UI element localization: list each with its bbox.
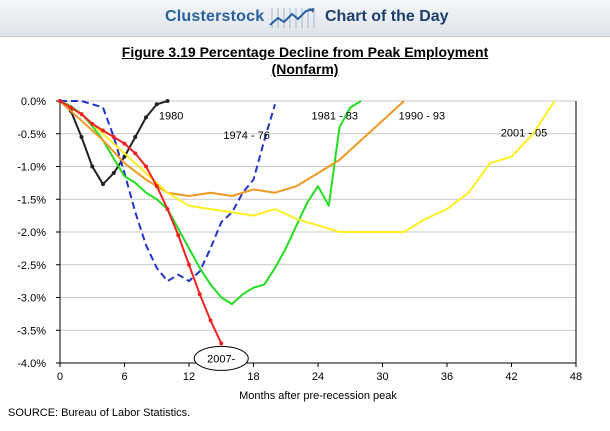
point-1980 bbox=[79, 135, 84, 140]
x-tick-label: 36 bbox=[441, 371, 453, 383]
x-tick-label: 12 bbox=[183, 371, 195, 383]
point-2007 bbox=[197, 292, 202, 297]
point-2007 bbox=[90, 121, 95, 126]
point-1980 bbox=[111, 171, 116, 176]
rising-chart-logo-icon bbox=[269, 8, 315, 28]
point-2007 bbox=[79, 112, 84, 117]
clusterstock-brand: Clusterstock bbox=[165, 8, 265, 25]
series-line-1990-93 bbox=[59, 100, 405, 197]
series-label: 2007- bbox=[207, 353, 235, 365]
point-1980 bbox=[133, 135, 138, 140]
chart-title: Figure 3.19 Percentage Decline from Peak… bbox=[121, 44, 489, 60]
point-1980 bbox=[165, 99, 170, 103]
x-axis-label: Months after pre-recession peak bbox=[239, 390, 397, 402]
y-tick-label: -2.5% bbox=[17, 260, 46, 272]
point-1980 bbox=[122, 154, 127, 159]
series-label: 2001 - 05 bbox=[501, 127, 547, 139]
series-label: 1981 - 83 bbox=[312, 110, 358, 122]
point-2007 bbox=[219, 341, 224, 346]
y-tick-label: -0.5% bbox=[17, 129, 46, 141]
series-line-1981-83 bbox=[59, 100, 362, 306]
series-label: 1980 bbox=[159, 110, 183, 122]
x-tick-label: 42 bbox=[505, 371, 517, 383]
point-2007 bbox=[122, 141, 127, 146]
y-tick-label: -2.0% bbox=[17, 227, 46, 239]
point-1980 bbox=[154, 102, 159, 107]
x-tick-label: 0 bbox=[57, 371, 63, 383]
series-line-2001-05 bbox=[59, 100, 556, 233]
source-note: SOURCE: Bureau of Labor Statistics. bbox=[8, 407, 191, 419]
series-line-2007 bbox=[59, 100, 223, 344]
point-1980 bbox=[144, 115, 148, 120]
y-tick-label: -4.0% bbox=[17, 358, 46, 370]
x-tick-label: 6 bbox=[121, 371, 127, 383]
x-tick-label: 48 bbox=[570, 371, 582, 383]
x-tick-label: 18 bbox=[247, 371, 259, 383]
y-tick-label: -3.5% bbox=[17, 325, 46, 337]
point-2007 bbox=[68, 105, 73, 110]
chart-of-the-day-label: Chart of the Day bbox=[325, 8, 449, 25]
point-2007 bbox=[101, 128, 105, 133]
point-1980 bbox=[90, 164, 95, 169]
chart-subtitle: (Nonfarm) bbox=[271, 61, 339, 77]
point-2007 bbox=[58, 99, 62, 103]
point-1980 bbox=[101, 182, 105, 187]
series-label: 1974 - 76 bbox=[223, 130, 269, 142]
point-2007 bbox=[187, 262, 191, 267]
point-2007 bbox=[154, 184, 159, 189]
series-label-circle bbox=[193, 345, 249, 371]
y-tick-label: -3.0% bbox=[17, 293, 46, 305]
y-tick-label: -1.5% bbox=[17, 194, 46, 206]
point-2007 bbox=[111, 135, 116, 140]
point-2007 bbox=[208, 318, 213, 323]
point-2007 bbox=[165, 207, 170, 212]
point-2007 bbox=[176, 233, 181, 238]
chart-of-the-day-header: Clusterstock Chart of the Day bbox=[0, 0, 610, 37]
series-line-1974-76 bbox=[60, 100, 276, 283]
point-2007 bbox=[144, 164, 148, 169]
x-tick-label: 24 bbox=[312, 371, 324, 383]
y-tick-label: -1.0% bbox=[17, 162, 46, 174]
x-tick-label: 30 bbox=[376, 371, 388, 383]
point-2007 bbox=[133, 151, 138, 156]
series-label: 1990 - 93 bbox=[399, 110, 445, 122]
y-tick-label: 0.0% bbox=[21, 96, 46, 108]
